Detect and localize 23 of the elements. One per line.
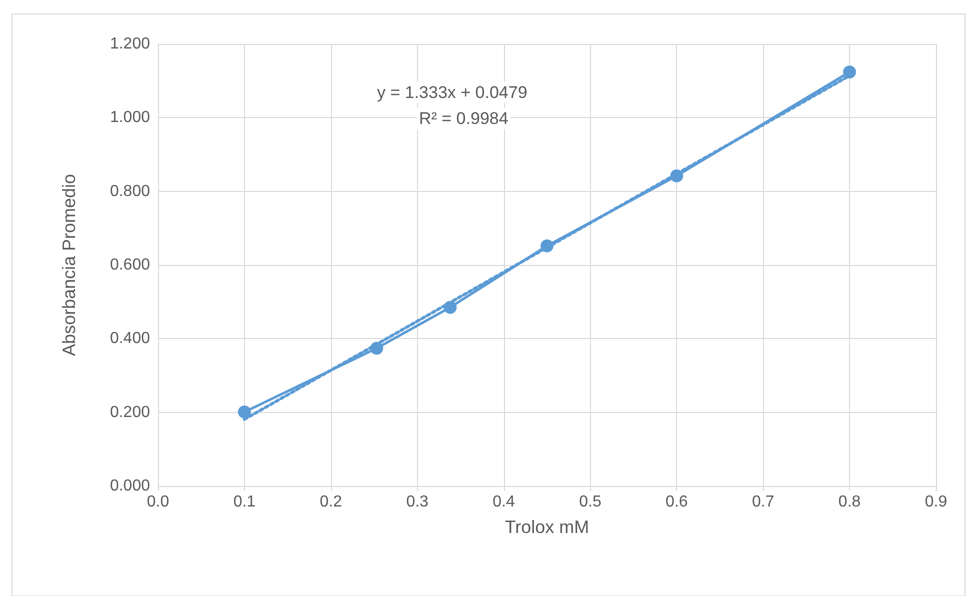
y-tick-label: 0.000 <box>110 478 150 494</box>
annotation: R² = 0.9984 <box>419 109 508 128</box>
x-tick-label: 0.7 <box>752 494 774 510</box>
x-tick-label: 0.9 <box>924 494 948 510</box>
y-tick-label: 0.600 <box>110 256 150 274</box>
x-tick-label: 0.3 <box>406 494 429 510</box>
x-tick-label: 0.4 <box>492 494 515 510</box>
x-tick-label: 0.2 <box>320 494 342 510</box>
x-axis-title: Trolox mM <box>504 517 590 537</box>
x-tick-label: 0.8 <box>838 494 861 510</box>
y-axis-title: Absorbancia Promedio <box>59 174 79 356</box>
y-tick-label: 0.400 <box>110 330 150 348</box>
y-tick-label: 1.200 <box>110 36 150 52</box>
x-tick-label: 0.1 <box>233 494 256 510</box>
point <box>238 405 251 418</box>
point <box>843 65 856 78</box>
x-tick-label: 0.6 <box>666 494 688 510</box>
x-tick-label: 0.0 <box>146 494 170 510</box>
x-tick-label: 0.5 <box>579 494 602 510</box>
y-tick-label: 0.200 <box>110 404 150 421</box>
y-tick-label: 1.000 <box>110 109 150 126</box>
y-tick-label: 0.800 <box>110 182 150 200</box>
annotation: y = 1.333x + 0.0479 <box>377 83 528 102</box>
